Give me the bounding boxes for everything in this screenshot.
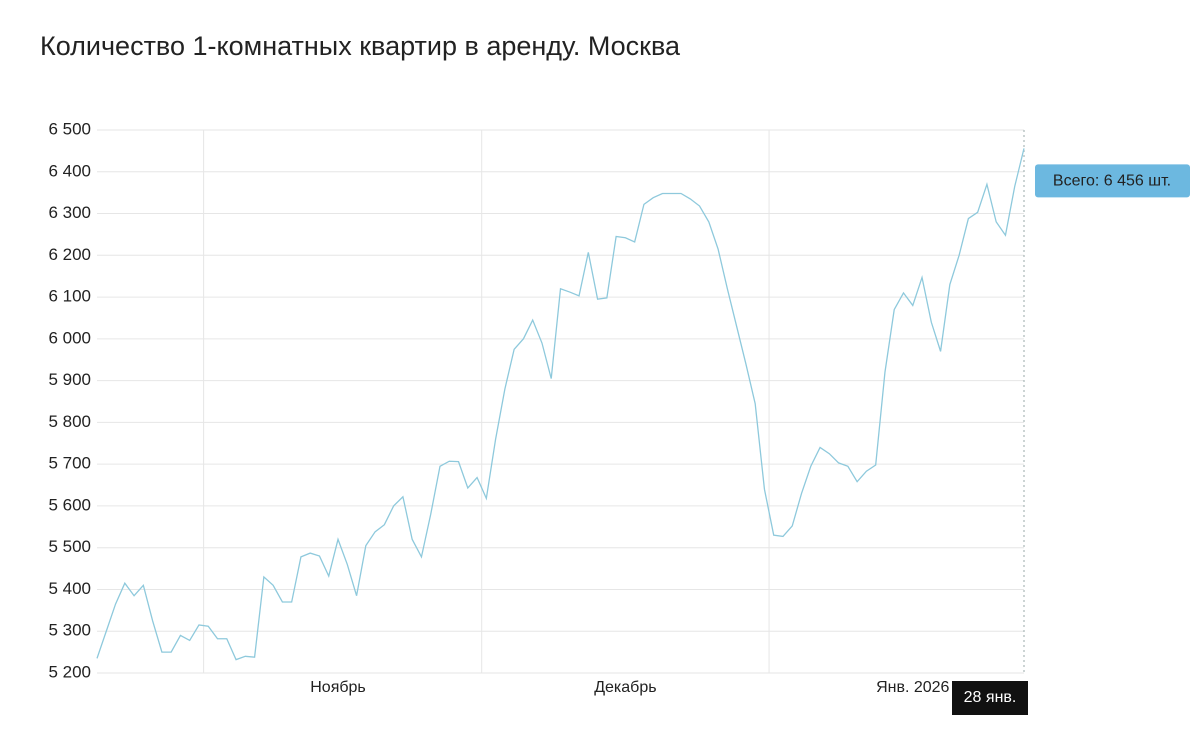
y-tick-label: 5 500: [48, 537, 91, 556]
y-tick-label: 5 200: [48, 662, 91, 681]
y-tick-label: 6 400: [48, 161, 91, 180]
crosshair-label: 28 янв.: [964, 689, 1017, 706]
y-tick-label: 6 300: [48, 203, 91, 222]
y-tick-label: 5 400: [48, 579, 91, 598]
crosshair-label-box: [952, 681, 1028, 715]
y-tick-label: 6 100: [48, 287, 91, 306]
y-tick-label: 5 600: [48, 495, 91, 514]
line: [96, 148, 1025, 661]
y-tick-label: 6 000: [48, 328, 91, 347]
y-tick-label: 6 200: [48, 245, 91, 264]
x-tick-label: Ноябрь: [310, 679, 366, 696]
y-tick-label: 5 800: [48, 412, 91, 431]
y-tick-label: 5 900: [48, 370, 91, 389]
tooltip-label: Всего: 6 456 шт.: [1053, 173, 1171, 190]
x-tick-label: Янв. 2026: [876, 679, 949, 696]
y-tick-label: 5 300: [48, 621, 91, 640]
chart-title: Количество 1-комнатных квартир в аренду.…: [40, 31, 681, 61]
x-tick-label: Декабрь: [594, 679, 656, 696]
y-tick-label: 6 500: [48, 119, 91, 138]
y-tick-label: 5 700: [48, 454, 91, 473]
tooltip-box: [1035, 164, 1190, 198]
